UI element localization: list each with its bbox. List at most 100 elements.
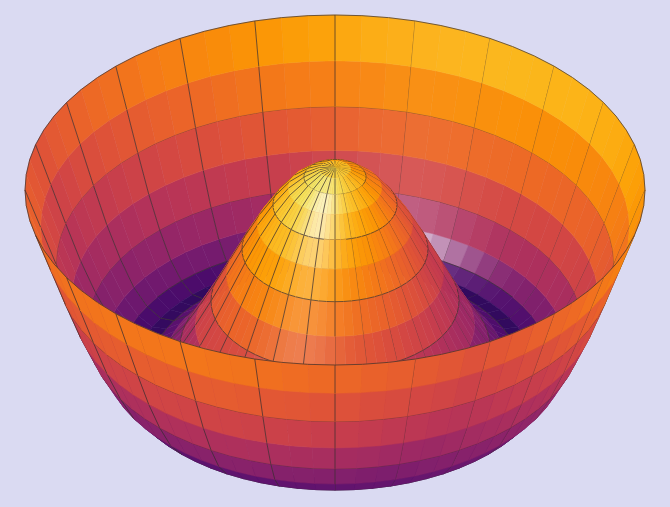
surface-facet	[321, 165, 335, 168]
surface-facet	[331, 168, 335, 178]
mesh-line	[288, 227, 292, 229]
mesh-line	[26, 160, 30, 175]
mesh-line	[275, 289, 281, 292]
mesh-line	[490, 38, 513, 46]
mesh-line	[193, 295, 204, 299]
mesh-line	[251, 271, 255, 275]
mesh-line	[391, 217, 393, 220]
mesh-line	[281, 295, 289, 328]
mesh-line	[26, 205, 30, 220]
mesh-line	[44, 116, 54, 130]
mesh-line	[149, 194, 160, 230]
mesh-line	[362, 16, 389, 18]
mesh-line	[243, 258, 245, 262]
mesh-line	[447, 325, 451, 331]
surface-facet	[335, 168, 343, 178]
mesh-line	[279, 220, 281, 223]
mesh-line	[406, 355, 415, 359]
mesh-line	[284, 225, 287, 227]
mesh-line	[363, 183, 364, 184]
mesh-line	[311, 107, 335, 151]
mesh-line	[242, 254, 243, 259]
mesh-line	[273, 328, 283, 364]
mesh-line	[437, 336, 443, 341]
mesh-line	[444, 262, 460, 268]
background	[0, 0, 670, 507]
mesh-line	[229, 21, 259, 66]
mesh-line	[386, 222, 389, 225]
surface-facet	[381, 109, 407, 156]
surface-facet	[335, 166, 350, 168]
surface-facet	[308, 15, 335, 61]
mesh-line	[188, 83, 196, 128]
mesh-line	[36, 130, 44, 145]
surface-facet	[320, 166, 335, 168]
surface-facet	[358, 107, 383, 153]
mesh-line	[419, 267, 422, 271]
mesh-line	[572, 78, 588, 90]
surface-facet	[359, 61, 386, 109]
surface-facet	[335, 168, 342, 178]
surface-facet	[386, 18, 415, 67]
mesh-line	[640, 205, 644, 220]
mesh-line	[415, 21, 441, 26]
mesh-line	[127, 109, 138, 152]
mesh-line	[80, 144, 93, 185]
mesh-line	[634, 145, 640, 160]
surface-facet	[330, 168, 335, 178]
mesh-line	[277, 217, 279, 220]
mesh-line	[171, 260, 182, 281]
surface-facet	[335, 168, 339, 178]
mesh-line	[203, 170, 211, 207]
mesh-line	[136, 47, 157, 56]
mesh-line	[248, 267, 251, 271]
surface-facet	[335, 168, 338, 179]
mesh-line	[395, 286, 401, 289]
mesh-line	[393, 214, 395, 217]
mesh-line	[335, 61, 336, 107]
mesh-line	[281, 16, 308, 18]
mesh-line	[259, 66, 263, 111]
mesh-line	[255, 355, 264, 359]
surface-facet	[335, 168, 340, 178]
mesh-line	[213, 313, 215, 319]
surface-facet	[335, 168, 336, 179]
mesh-line	[308, 15, 335, 61]
surface-facet	[361, 16, 389, 64]
mesh-line	[180, 31, 204, 38]
mesh-line	[204, 26, 229, 32]
mesh-line	[306, 183, 307, 184]
mesh-line	[382, 225, 385, 227]
mesh-line	[501, 289, 513, 297]
mesh-line	[307, 184, 308, 185]
mesh-line	[554, 66, 572, 77]
mesh-line	[247, 318, 258, 354]
mesh-line	[616, 116, 626, 130]
surface-facet	[332, 168, 335, 179]
surface-facet	[263, 109, 289, 156]
mesh-line	[459, 267, 474, 274]
surface-facet	[383, 63, 411, 112]
mesh-line	[219, 239, 227, 261]
surface-facet	[259, 63, 287, 112]
surface-facet	[335, 61, 361, 107]
chart	[0, 0, 670, 507]
mesh-line	[223, 331, 228, 336]
surface-facet	[287, 107, 312, 153]
mesh-line	[182, 274, 196, 281]
mesh-line	[406, 279, 411, 283]
mesh-line	[81, 78, 97, 90]
mesh-line	[259, 279, 264, 283]
mesh-line	[603, 103, 615, 117]
mesh-line	[457, 307, 458, 313]
mesh-line	[264, 283, 269, 286]
mesh-line	[25, 175, 26, 190]
mesh-line	[157, 289, 169, 297]
surface-facet	[335, 15, 362, 61]
mesh-line	[441, 26, 466, 32]
mesh-line	[430, 341, 437, 346]
mesh-line	[335, 168, 336, 179]
mesh-line	[160, 318, 173, 321]
surface-facet	[25, 190, 42, 241]
mesh-line	[233, 341, 240, 346]
